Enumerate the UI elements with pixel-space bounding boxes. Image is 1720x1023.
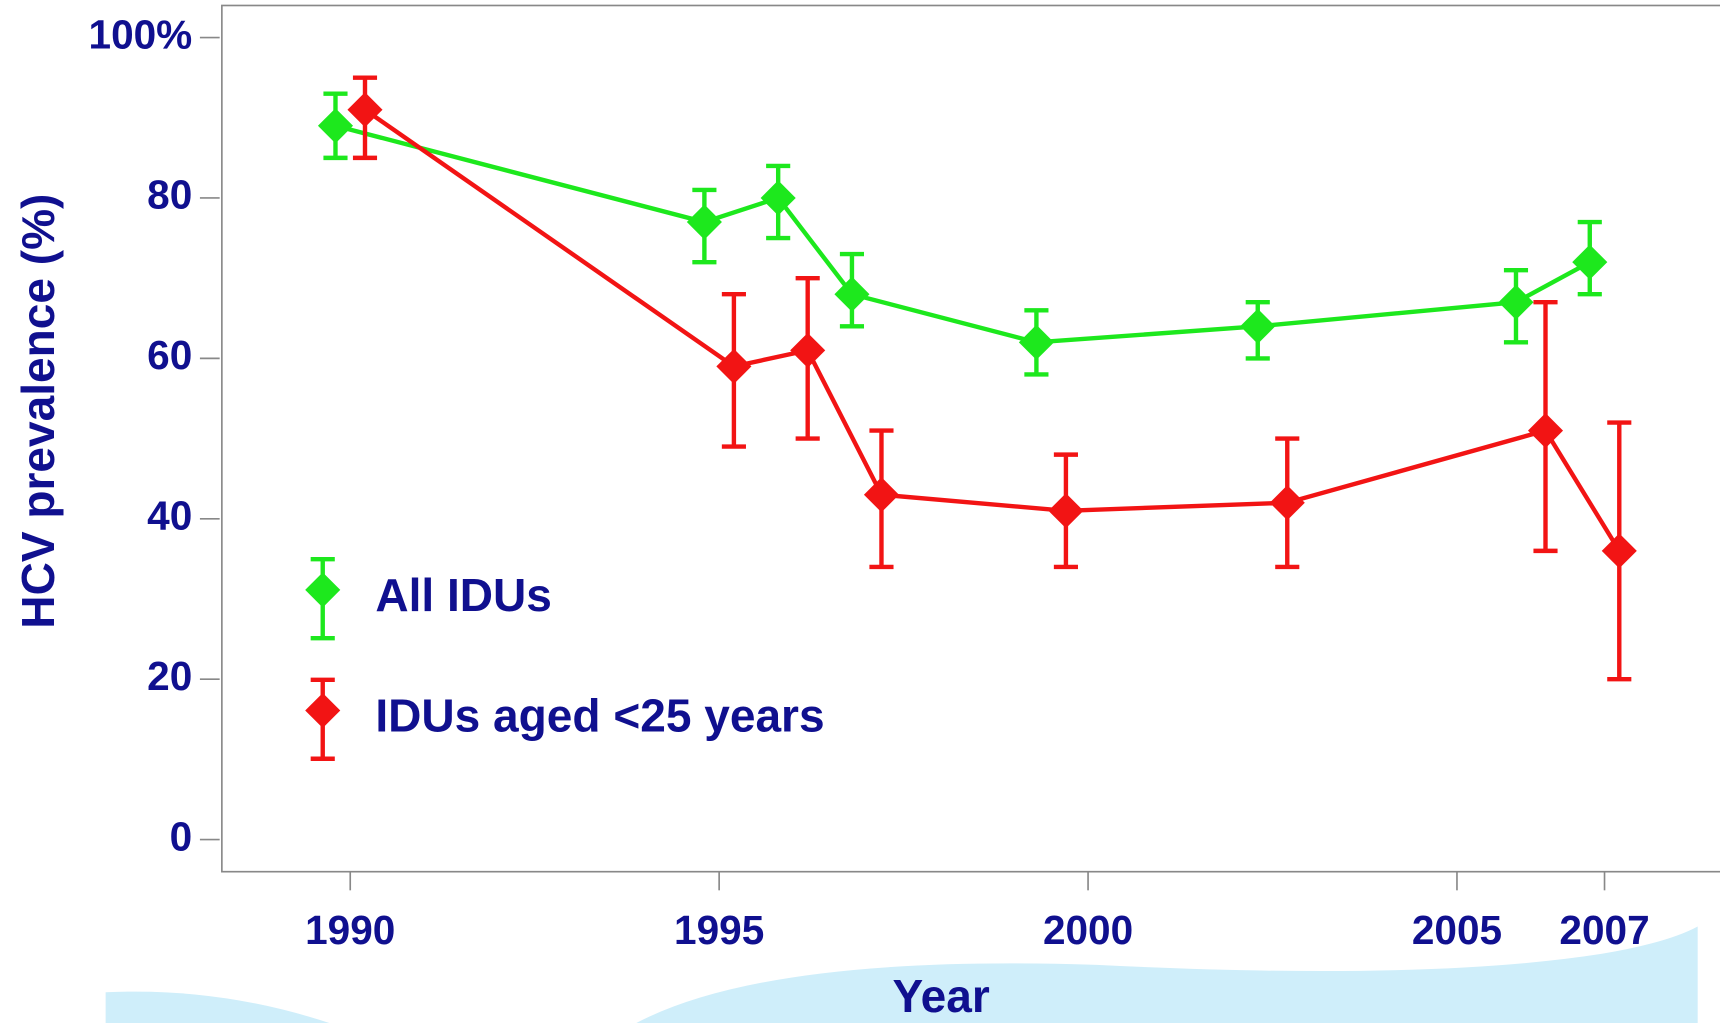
data-point bbox=[1240, 308, 1276, 344]
data-point bbox=[834, 276, 870, 312]
decoration-wave bbox=[636, 926, 1698, 1023]
x-tick-label: 2005 bbox=[1412, 907, 1502, 953]
y-tick-label: 100% bbox=[89, 11, 193, 57]
data-point bbox=[317, 108, 354, 144]
x-tick-label: 1990 bbox=[305, 907, 395, 953]
data-point bbox=[1048, 493, 1084, 529]
legend-marker bbox=[305, 572, 341, 608]
y-tick-label: 0 bbox=[170, 813, 193, 859]
y-axis-title: HCV prevalence (%) bbox=[12, 194, 64, 629]
data-point bbox=[863, 477, 900, 513]
y-tick-label: 20 bbox=[147, 653, 192, 699]
data-point bbox=[790, 332, 826, 368]
plot-frame bbox=[221, 4, 1720, 873]
legend-label: All IDUs bbox=[375, 569, 552, 621]
data-point bbox=[1018, 324, 1054, 360]
decoration-wave bbox=[105, 991, 330, 1023]
series bbox=[347, 75, 1637, 682]
data-point bbox=[1269, 485, 1305, 521]
x-tick-label: 1995 bbox=[674, 907, 764, 953]
y-tick-label: 40 bbox=[147, 493, 192, 539]
data-point bbox=[1601, 533, 1637, 569]
data-point bbox=[716, 348, 752, 384]
y-tick-label: 80 bbox=[147, 172, 192, 218]
data-point bbox=[1572, 244, 1608, 280]
x-axis-title: Year bbox=[892, 970, 989, 1022]
series bbox=[317, 91, 1608, 377]
series-line bbox=[334, 123, 1591, 345]
data-point bbox=[760, 180, 796, 216]
legend-item: All IDUs bbox=[305, 557, 552, 641]
legend-marker bbox=[305, 692, 341, 729]
legend-label: IDUs aged <25 years bbox=[375, 689, 824, 741]
data-point bbox=[1498, 284, 1534, 320]
x-tick-label: 2000 bbox=[1043, 907, 1133, 953]
data-point bbox=[347, 92, 383, 128]
legend-item: IDUs aged <25 years bbox=[305, 677, 825, 761]
data-point bbox=[1527, 413, 1564, 449]
x-tick-label: 2007 bbox=[1559, 907, 1649, 953]
data-point bbox=[686, 204, 722, 240]
y-tick-label: 60 bbox=[147, 332, 192, 378]
